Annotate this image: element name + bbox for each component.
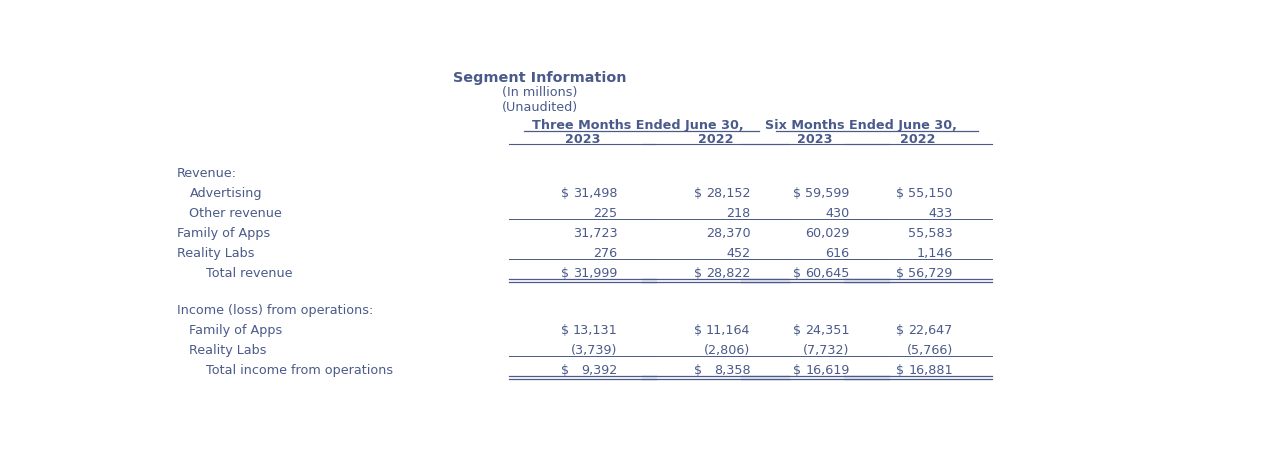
Text: Advertising: Advertising [189,187,262,200]
Text: 2022: 2022 [698,133,733,146]
Text: 16,619: 16,619 [805,364,850,377]
Text: Revenue:: Revenue: [177,167,237,180]
Text: 59,599: 59,599 [805,187,850,200]
Text: $: $ [561,324,568,337]
Text: Income (loss) from operations:: Income (loss) from operations: [177,304,374,317]
Text: 31,498: 31,498 [572,187,617,200]
Text: Segment Information: Segment Information [453,70,626,85]
Text: 31,999: 31,999 [573,267,617,280]
Text: $: $ [794,364,801,377]
Text: 276: 276 [593,247,617,260]
Text: 55,583: 55,583 [908,227,952,240]
Text: 22,647: 22,647 [909,324,952,337]
Text: 616: 616 [826,247,850,260]
Text: $: $ [794,267,801,280]
Text: 2023: 2023 [564,133,600,146]
Text: 31,723: 31,723 [572,227,617,240]
Text: Six Months Ended June 30,: Six Months Ended June 30, [765,119,957,132]
Text: 60,029: 60,029 [805,227,850,240]
Text: (3,739): (3,739) [571,344,617,357]
Text: 9,392: 9,392 [581,364,617,377]
Text: 55,150: 55,150 [908,187,952,200]
Text: $: $ [694,267,701,280]
Text: $: $ [794,187,801,200]
Text: Total revenue: Total revenue [206,267,293,280]
Text: (2,806): (2,806) [704,344,750,357]
Text: 24,351: 24,351 [805,324,850,337]
Text: Other revenue: Other revenue [189,207,282,220]
Text: 2022: 2022 [900,133,936,146]
Text: 1,146: 1,146 [916,247,952,260]
Text: 56,729: 56,729 [909,267,952,280]
Text: 11,164: 11,164 [707,324,750,337]
Text: $: $ [896,324,904,337]
Text: 28,152: 28,152 [707,187,750,200]
Text: (Unaudited): (Unaudited) [502,101,577,114]
Text: Total income from operations: Total income from operations [206,364,394,377]
Text: 452: 452 [727,247,750,260]
Text: Family of Apps: Family of Apps [189,324,283,337]
Text: $: $ [561,267,568,280]
Text: $: $ [694,364,701,377]
Text: 430: 430 [826,207,850,220]
Text: 13,131: 13,131 [572,324,617,337]
Text: 8,358: 8,358 [714,364,750,377]
Text: Three Months Ended June 30,: Three Months Ended June 30, [532,119,744,132]
Text: $: $ [896,364,904,377]
Text: $: $ [561,187,568,200]
Text: Reality Labs: Reality Labs [177,247,255,260]
Text: (5,766): (5,766) [906,344,952,357]
Text: 28,822: 28,822 [707,267,750,280]
Text: $: $ [896,267,904,280]
Text: Reality Labs: Reality Labs [189,344,268,357]
Text: (In millions): (In millions) [502,86,577,99]
Text: $: $ [896,187,904,200]
Text: Family of Apps: Family of Apps [177,227,270,240]
Text: $: $ [794,324,801,337]
Text: 60,645: 60,645 [805,267,850,280]
Text: $: $ [561,364,568,377]
Text: $: $ [694,187,701,200]
Text: 28,370: 28,370 [707,227,750,240]
Text: 225: 225 [593,207,617,220]
Text: 16,881: 16,881 [909,364,952,377]
Text: $: $ [694,324,701,337]
Text: 433: 433 [928,207,952,220]
Text: (7,732): (7,732) [804,344,850,357]
Text: 218: 218 [726,207,750,220]
Text: 2023: 2023 [797,133,832,146]
